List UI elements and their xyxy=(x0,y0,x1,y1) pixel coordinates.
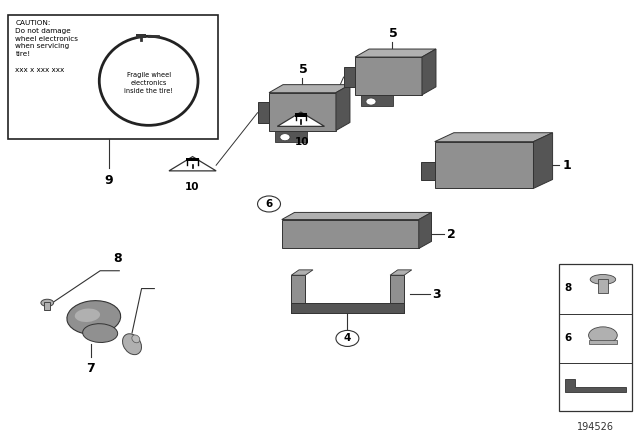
Ellipse shape xyxy=(67,301,121,334)
Ellipse shape xyxy=(122,334,141,355)
Polygon shape xyxy=(277,112,324,126)
FancyBboxPatch shape xyxy=(559,264,632,411)
Polygon shape xyxy=(422,49,436,95)
Polygon shape xyxy=(390,275,404,313)
Text: 6: 6 xyxy=(266,199,273,209)
Polygon shape xyxy=(275,130,307,142)
Polygon shape xyxy=(282,212,431,220)
Circle shape xyxy=(336,331,359,346)
Text: 194526: 194526 xyxy=(577,422,614,432)
Bar xyxy=(44,302,51,310)
Text: 6: 6 xyxy=(564,332,572,343)
Ellipse shape xyxy=(41,299,54,306)
Polygon shape xyxy=(269,93,336,130)
Ellipse shape xyxy=(589,327,617,344)
Polygon shape xyxy=(565,379,626,392)
Text: 10: 10 xyxy=(186,182,200,192)
Polygon shape xyxy=(435,142,534,188)
Text: 4: 4 xyxy=(344,333,351,344)
Text: 9: 9 xyxy=(104,174,113,187)
Ellipse shape xyxy=(590,275,616,284)
Polygon shape xyxy=(169,157,216,171)
Polygon shape xyxy=(282,220,419,249)
Text: 7: 7 xyxy=(86,362,95,375)
FancyBboxPatch shape xyxy=(8,15,218,139)
Ellipse shape xyxy=(83,324,118,342)
Text: 10: 10 xyxy=(295,137,309,147)
Text: 5: 5 xyxy=(300,63,308,76)
Polygon shape xyxy=(355,57,422,95)
Text: CAUTION:
Do not damage
wheel electronics
when servicing
tire!

xxx x xxx xxx: CAUTION: Do not damage wheel electronics… xyxy=(15,20,79,73)
Polygon shape xyxy=(362,95,394,106)
Text: 2: 2 xyxy=(447,228,456,241)
Polygon shape xyxy=(344,66,355,87)
Text: 5: 5 xyxy=(388,27,397,40)
Polygon shape xyxy=(291,275,305,313)
Bar xyxy=(598,280,608,293)
Polygon shape xyxy=(534,133,552,188)
Polygon shape xyxy=(390,270,412,275)
Text: 8: 8 xyxy=(564,283,572,293)
Polygon shape xyxy=(291,270,313,275)
Text: Fragile wheel
electronics
inside the tire!: Fragile wheel electronics inside the tir… xyxy=(124,72,173,94)
Bar xyxy=(136,34,146,38)
Polygon shape xyxy=(269,85,350,93)
Polygon shape xyxy=(336,85,350,130)
Text: 8: 8 xyxy=(113,252,122,265)
Ellipse shape xyxy=(132,335,140,343)
Circle shape xyxy=(257,196,280,212)
Polygon shape xyxy=(419,212,431,249)
Polygon shape xyxy=(589,340,617,344)
Polygon shape xyxy=(257,102,269,123)
Text: 3: 3 xyxy=(432,288,441,301)
Circle shape xyxy=(280,134,290,141)
Ellipse shape xyxy=(75,309,100,322)
Polygon shape xyxy=(291,303,404,313)
Circle shape xyxy=(366,98,376,105)
Bar xyxy=(186,158,199,161)
Polygon shape xyxy=(435,133,552,142)
Bar xyxy=(294,113,307,116)
Polygon shape xyxy=(420,162,435,181)
Text: 1: 1 xyxy=(562,159,571,172)
Polygon shape xyxy=(355,49,436,57)
